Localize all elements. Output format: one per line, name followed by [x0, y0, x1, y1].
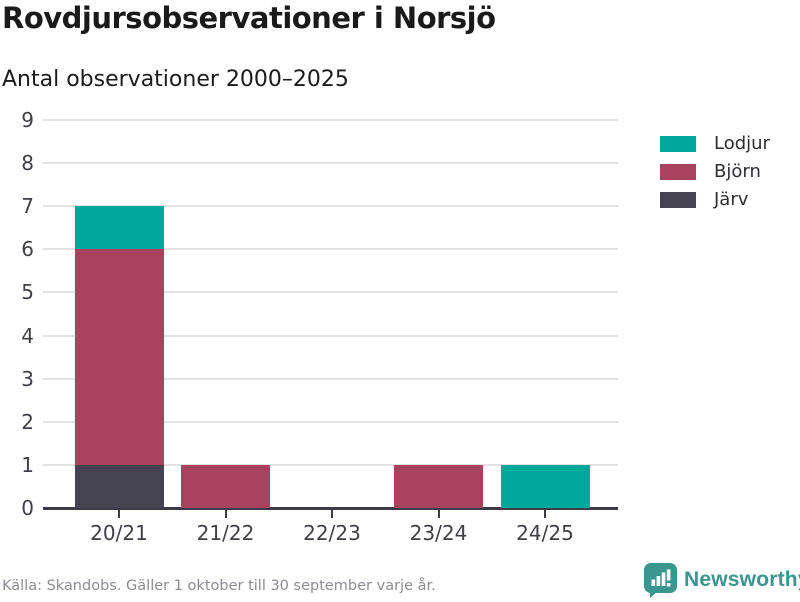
- legend-item: Björn: [660, 161, 770, 183]
- brand-name: Newsworthy: [684, 568, 800, 591]
- legend-swatch: [660, 192, 696, 208]
- bar-segment-björn: [394, 464, 483, 508]
- y-tick-label: 1: [21, 452, 34, 477]
- y-tick-label: 7: [21, 194, 34, 219]
- plot-area: 20/21 21/22 22/23 23/24 24/25: [43, 119, 618, 545]
- x-tick-label: 23/24: [409, 521, 468, 545]
- gridline: [43, 377, 618, 380]
- bar-segment-lodjur: [500, 464, 590, 508]
- y-tick-label: 6: [21, 237, 34, 262]
- bar-stack: [500, 464, 590, 508]
- x-axis-tick: [437, 510, 440, 518]
- chart-title: Rovdjursobservationer i Norsjö: [2, 1, 496, 35]
- bar-segment-lodjur: [74, 206, 164, 250]
- y-axis-labels: 0 1 2 3 4 5 6 7 8 9: [0, 108, 36, 520]
- gridline: [43, 162, 618, 165]
- gridline: [43, 291, 618, 294]
- gridline: [43, 205, 618, 208]
- gridline: [43, 334, 618, 337]
- x-tick-label: 20/21: [90, 521, 148, 545]
- y-tick-label: 0: [21, 496, 34, 520]
- chart-subtitle: Antal observationer 2000–2025: [2, 67, 349, 92]
- legend-item: Järv: [660, 189, 770, 211]
- legend-swatch: [660, 164, 696, 180]
- bar-stack: [74, 206, 164, 508]
- x-tick-label: 21/22: [196, 521, 255, 545]
- x-axis-line: [43, 507, 618, 510]
- y-tick-label: 9: [21, 108, 34, 132]
- gridline: [43, 463, 618, 466]
- bar-segment-björn: [74, 249, 164, 465]
- y-tick-label: 8: [21, 151, 34, 176]
- x-axis-tick: [544, 510, 546, 518]
- y-tick-label: 3: [21, 366, 34, 391]
- source-note: Källa: Skandobs. Gäller 1 oktober till 3…: [2, 578, 436, 594]
- x-axis-tick: [224, 510, 227, 518]
- gridline: [43, 248, 618, 251]
- x-axis-tick: [331, 510, 333, 518]
- y-tick-label: 2: [21, 409, 34, 434]
- legend-swatch: [660, 136, 696, 152]
- newsworthy-logo: Newsworthy: [644, 562, 800, 598]
- x-tick-label: 24/25: [516, 521, 574, 545]
- bar-stack: [181, 464, 270, 508]
- legend-label: Björn: [714, 161, 761, 182]
- legend: Lodjur Björn Järv: [660, 133, 770, 217]
- gridline: [43, 119, 618, 121]
- legend-item: Lodjur: [660, 133, 770, 155]
- y-tick-label: 5: [21, 280, 34, 305]
- x-axis-tick: [118, 510, 120, 518]
- gridline: [43, 420, 618, 423]
- legend-label: Lodjur: [714, 133, 770, 154]
- legend-label: Järv: [714, 189, 749, 210]
- bar-stack: [394, 464, 483, 508]
- x-tick-label: 22/23: [303, 521, 361, 545]
- bar-segment-björn: [181, 464, 270, 508]
- bar-segment-järv: [74, 464, 164, 508]
- y-tick-label: 4: [21, 323, 34, 348]
- bar-chart-bubble-icon: [644, 562, 677, 598]
